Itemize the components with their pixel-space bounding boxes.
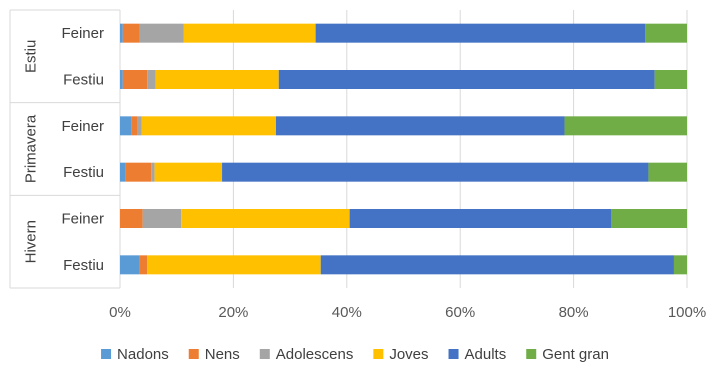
bar-joves <box>154 162 223 182</box>
legend-item-adults: Adults <box>448 346 507 363</box>
x-tick-label: 100% <box>668 304 706 321</box>
bar-joves <box>147 255 321 275</box>
bar-joves <box>181 209 350 228</box>
group-label: Primavera <box>23 114 40 183</box>
legend-label: Gent gran <box>542 346 609 363</box>
bars <box>120 23 687 275</box>
legend-item-adolescens: Adolescens <box>259 346 354 363</box>
category-axis-frame <box>9 9 121 289</box>
legend-swatch <box>259 349 270 359</box>
legend-label: Adults <box>465 346 507 363</box>
category-labels: Feiner Festiu Feiner Festiu Feiner Festiu <box>61 25 104 274</box>
x-tick-label: 60% <box>445 304 475 321</box>
bar-adults <box>315 23 646 43</box>
bar-gent-gran <box>645 23 687 43</box>
category-label: Festiu <box>63 257 104 274</box>
legend-label: Nadons <box>117 346 169 363</box>
legend: Nadons Nens Adolescens Joves Adults Gent gran <box>101 346 609 363</box>
group-label: Hivern <box>23 220 40 263</box>
bar-nens <box>122 23 140 43</box>
category-label: Feiner <box>61 25 104 42</box>
legend-label: Adolescens <box>276 346 354 363</box>
bar-joves <box>183 23 316 43</box>
bar-nadons <box>120 116 132 136</box>
x-tick-label: 0% <box>109 304 131 321</box>
legend-item-nadons: Nadons <box>101 346 169 363</box>
x-tick-label: 40% <box>332 304 362 321</box>
bar-nens <box>139 255 148 275</box>
bar-adolescens <box>137 116 142 136</box>
bar-adolescens <box>142 209 182 228</box>
bar-adults <box>320 255 674 275</box>
group-labels: Estiu Primavera Hivern <box>23 40 40 264</box>
bar-nens <box>131 116 138 136</box>
category-label: Festiu <box>63 164 104 181</box>
bar-nens <box>122 70 148 89</box>
legend-label: Joves <box>389 346 428 363</box>
bar-adults <box>275 116 565 136</box>
legend-swatch <box>188 349 199 359</box>
bar-adults <box>349 209 612 228</box>
bar-nadons <box>120 23 123 43</box>
bar-gent-gran <box>654 70 687 89</box>
category-label: Feiner <box>61 118 104 135</box>
legend-swatch <box>448 349 459 359</box>
bar-nens <box>125 162 152 182</box>
legend-swatch <box>101 349 112 359</box>
bar-nadons <box>120 255 140 275</box>
legend-swatch <box>526 349 537 359</box>
legend-item-nens: Nens <box>188 346 240 363</box>
group-label: Estiu <box>23 40 40 73</box>
bar-nadons <box>120 70 123 89</box>
bar-gent-gran <box>673 255 687 275</box>
legend-swatch <box>373 349 384 359</box>
category-label: Festiu <box>63 72 104 89</box>
bar-adolescens <box>147 70 156 89</box>
x-tick-label: 80% <box>559 304 589 321</box>
bar-adults <box>278 70 655 89</box>
bar-gent-gran <box>564 116 687 136</box>
category-label: Feiner <box>61 211 104 228</box>
legend-label: Nens <box>205 346 240 363</box>
bar-gent-gran <box>611 209 687 228</box>
bar-nens <box>120 209 143 228</box>
bar-adolescens <box>151 162 155 182</box>
x-tick-label: 20% <box>218 304 248 321</box>
bar-gent-gran <box>648 162 687 182</box>
bar-nadons <box>120 162 126 182</box>
bar-adults <box>222 162 649 182</box>
legend-item-gent-gran: Gent gran <box>526 346 609 363</box>
bar-joves <box>141 116 276 136</box>
x-axis-tick-labels: 0% 20% 40% 60% 80% 100% <box>109 304 706 321</box>
legend-item-joves: Joves <box>373 346 429 363</box>
bar-joves <box>155 70 279 89</box>
bar-adolescens <box>139 23 184 43</box>
